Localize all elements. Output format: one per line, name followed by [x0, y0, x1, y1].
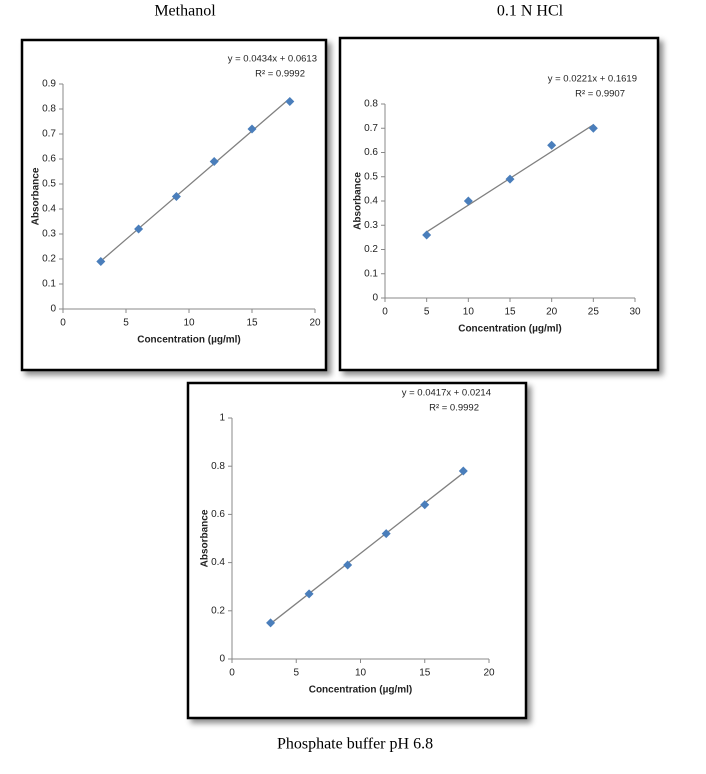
y-tick-label: 1 — [219, 413, 225, 424]
data-point — [505, 174, 515, 184]
y-tick-label: 0.4 — [42, 204, 56, 215]
y-tick-label: 0 — [50, 304, 56, 315]
trendline — [270, 472, 464, 625]
data-point — [134, 224, 144, 234]
x-tick-label: 20 — [483, 668, 495, 679]
data-point — [588, 123, 598, 133]
x-tick-label: 0 — [60, 318, 66, 329]
chart-title: Methanol — [154, 3, 216, 20]
data-point — [209, 157, 219, 166]
data-point — [285, 97, 295, 106]
y-tick-label: 0.4 — [211, 557, 225, 568]
x-axis-label: Concentration (µg/ml) — [137, 335, 241, 346]
x-axis-label: Concentration (µg/ml) — [458, 324, 562, 335]
data-point — [96, 257, 106, 266]
trendline-equation: y = 0.0434x + 0.0613 — [228, 54, 317, 65]
data-point — [171, 192, 181, 201]
y-tick-label: 0.6 — [42, 154, 56, 165]
y-tick-label: 0.1 — [364, 268, 378, 279]
x-tick-label: 25 — [588, 307, 600, 318]
x-tick-label: 0 — [229, 668, 235, 679]
chart-frame — [338, 36, 660, 372]
y-tick-label: 0.7 — [364, 123, 378, 134]
data-point — [381, 529, 391, 539]
y-tick-label: 0.2 — [211, 605, 225, 616]
data-point — [463, 196, 473, 206]
x-tick-label: 15 — [504, 307, 516, 318]
y-tick-label: 0.3 — [364, 220, 378, 231]
trendline-r2: R² = 0.9992 — [255, 69, 305, 80]
x-tick-label: 5 — [293, 668, 299, 679]
x-tick-label: 30 — [629, 307, 641, 318]
chart-frame — [20, 38, 328, 372]
chart-title: 0.1 N HCl — [497, 3, 564, 20]
y-tick-label: 0.3 — [42, 229, 56, 240]
data-point — [304, 589, 314, 599]
x-tick-label: 20 — [309, 318, 321, 329]
chart-title: Phosphate buffer pH 6.8 — [277, 736, 433, 753]
data-point — [343, 560, 353, 570]
x-tick-label: 10 — [463, 307, 475, 318]
y-tick-label: 0 — [219, 654, 225, 665]
trendline — [100, 97, 291, 262]
y-axis-label: Absorbance — [353, 172, 364, 230]
y-tick-label: 0.5 — [364, 171, 378, 182]
x-tick-label: 10 — [355, 668, 367, 679]
x-tick-label: 15 — [419, 668, 431, 679]
y-tick-label: 0.5 — [42, 179, 56, 190]
x-tick-label: 15 — [246, 318, 258, 329]
trendline-r2: R² = 0.9992 — [429, 403, 479, 414]
y-tick-label: 0.4 — [364, 196, 378, 207]
trendline-equation: y = 0.0221x + 0.1619 — [548, 74, 637, 85]
x-tick-label: 5 — [424, 307, 430, 318]
y-axis-label: Absorbance — [200, 509, 211, 567]
y-tick-label: 0.8 — [364, 99, 378, 110]
y-tick-label: 0.8 — [211, 461, 225, 472]
y-tick-label: 0 — [372, 293, 378, 304]
y-tick-label: 0.1 — [42, 279, 56, 290]
data-point — [458, 466, 468, 476]
x-tick-label: 20 — [546, 307, 558, 318]
trendline-r2: R² = 0.9907 — [575, 89, 625, 100]
y-tick-label: 0.7 — [42, 129, 56, 140]
chart-frame — [186, 381, 528, 720]
y-axis-label: Absorbance — [31, 167, 42, 225]
data-point — [247, 124, 257, 134]
trendline-equation: y = 0.0417x + 0.0214 — [402, 388, 491, 399]
data-point — [266, 618, 276, 628]
x-tick-label: 0 — [382, 307, 388, 318]
x-tick-label: 5 — [123, 318, 129, 329]
y-tick-label: 0.2 — [364, 244, 378, 255]
y-tick-label: 0.8 — [42, 104, 56, 115]
x-axis-label: Concentration (µg/ml) — [309, 685, 413, 696]
x-tick-label: 10 — [183, 318, 195, 329]
y-tick-label: 0.6 — [211, 509, 225, 520]
data-point — [420, 500, 430, 510]
y-tick-label: 0.2 — [42, 254, 56, 265]
data-point — [422, 230, 432, 240]
data-point — [547, 140, 557, 150]
y-tick-label: 0.9 — [42, 79, 56, 90]
y-tick-label: 0.6 — [364, 147, 378, 158]
